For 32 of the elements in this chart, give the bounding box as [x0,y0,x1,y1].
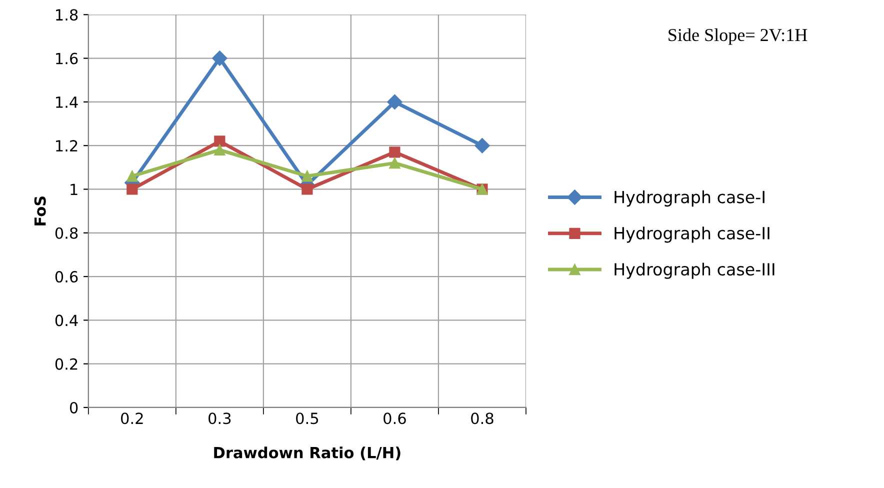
y-tick-label: 1 [70,184,78,196]
y-tick-label: 0.8 [55,227,78,239]
x-axis-title: Drawdown Ratio (L/H) [214,446,400,460]
legend-label: Hydrograph case-I [614,190,764,207]
y-tick-label: 1.4 [56,96,78,108]
y-tick-label: 1.8 [56,9,78,21]
point [474,138,490,154]
point [389,146,400,158]
point [126,184,138,195]
point [302,184,313,195]
x-tick-label: 0.8 [471,412,494,424]
point [214,144,226,156]
y-tick-label: 1.6 [56,52,78,64]
y-tick-label: 0.2 [55,358,78,370]
legend-label: Hydrograph case-III [614,262,774,279]
y-tick-label: 0.4 [55,314,78,326]
x-tick-label: 0.5 [296,412,318,424]
legend-label: Hydrograph case-II [614,226,770,243]
y-axis-title: FoS [34,196,46,226]
y-tick-label: 1.2 [56,140,78,152]
x-tick-label: 0.2 [121,412,143,424]
y-tick-label: 0.6 [55,271,78,283]
point [302,170,313,182]
x-tick-label: 0.3 [208,412,231,424]
point [126,170,138,182]
text: Side Slope= 2V:1H [668,28,808,45]
point [389,157,400,169]
point [387,94,402,110]
point [214,136,226,147]
x-tick-label: 0.6 [384,412,406,424]
y-tick-label: 0 [70,402,78,414]
point [212,50,228,66]
